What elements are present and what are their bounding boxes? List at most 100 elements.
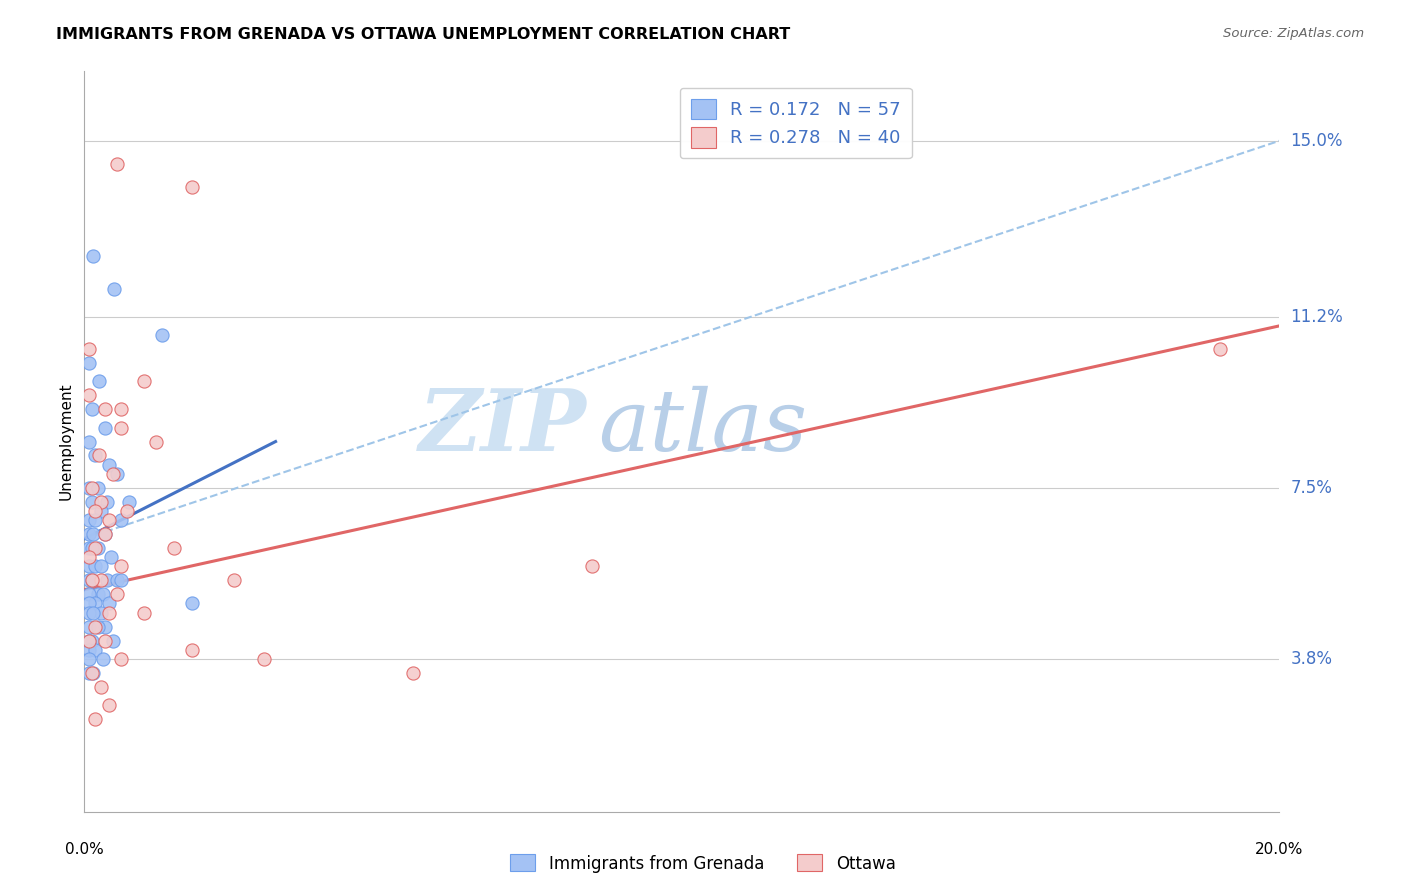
Point (90, 680, 112, 694)
Text: 20.0%: 20.0% (1256, 842, 1303, 857)
Text: IMMIGRANTS FROM GRENADA VS OTTAWA UNEMPLOYMENT CORRELATION CHART: IMMIGRANTS FROM GRENADA VS OTTAWA UNEMPL… (56, 27, 790, 42)
Point (80, 541, 103, 555)
Point (77, 434, 100, 449)
Point (84, 712, 107, 726)
Point (82, 606, 104, 620)
Point (94, 620, 117, 634)
Text: 15.0%: 15.0% (1291, 132, 1343, 150)
Point (77, 633, 100, 648)
Point (90, 574, 112, 588)
Text: 7.5%: 7.5% (1291, 479, 1333, 497)
Point (89, 449, 111, 463)
Point (77, 606, 100, 620)
Point (145, 434, 167, 449)
Point (181, 597, 204, 611)
Point (110, 652, 132, 666)
Point (110, 420, 132, 434)
Point (94, 402, 117, 417)
Point (86, 587, 108, 601)
Legend: R = 0.172   N = 57, R = 0.278   N = 40: R = 0.172 N = 57, R = 0.278 N = 40 (681, 87, 912, 159)
Point (94, 633, 117, 648)
Point (77, 597, 100, 611)
Point (98, 606, 121, 620)
Point (94, 527, 117, 541)
Point (132, 375, 156, 389)
Point (77, 388, 100, 402)
Point (98, 698, 121, 713)
Point (105, 587, 128, 601)
Point (77, 481, 100, 495)
Point (77, 550, 100, 565)
Point (77, 342, 100, 356)
Point (181, 180, 204, 194)
Point (86, 481, 108, 495)
Point (77, 587, 100, 601)
Point (90, 504, 112, 518)
Point (77, 513, 100, 527)
Point (105, 574, 128, 588)
Point (98, 513, 121, 527)
Point (93, 587, 115, 601)
Point (77, 665, 100, 680)
Point (96, 494, 118, 508)
Point (77, 642, 100, 657)
Point (80, 574, 103, 588)
Point (93, 652, 115, 666)
Point (181, 642, 204, 657)
Point (110, 574, 132, 588)
Point (101, 633, 124, 648)
Point (84, 541, 107, 555)
Point (77, 620, 100, 634)
Point (94, 420, 117, 434)
Point (105, 467, 128, 481)
Point (105, 157, 128, 171)
Point (80, 402, 103, 417)
Point (402, 665, 425, 680)
Point (90, 559, 112, 574)
Point (77, 574, 100, 588)
Point (117, 504, 139, 518)
Point (90, 494, 112, 508)
Point (77, 356, 100, 370)
Point (222, 574, 245, 588)
Point (77, 527, 100, 541)
Point (98, 458, 121, 472)
Point (1209, 342, 1232, 356)
Point (84, 620, 107, 634)
Point (80, 633, 103, 648)
Point (84, 513, 107, 527)
Point (84, 642, 107, 657)
Point (103, 282, 125, 296)
Point (110, 559, 132, 574)
Point (84, 449, 107, 463)
Point (77, 633, 100, 648)
Text: 0.0%: 0.0% (65, 842, 104, 857)
Point (80, 574, 103, 588)
Text: 11.2%: 11.2% (1291, 308, 1343, 326)
Point (90, 606, 112, 620)
Point (80, 481, 103, 495)
Point (86, 541, 108, 555)
Text: Source: ZipAtlas.com: Source: ZipAtlas.com (1223, 27, 1364, 40)
Text: ZIP: ZIP (419, 385, 586, 468)
Point (86, 620, 108, 634)
Point (84, 597, 107, 611)
Point (80, 494, 103, 508)
Point (82, 665, 104, 680)
Point (82, 250, 104, 264)
Point (96, 574, 118, 588)
Point (77, 541, 100, 555)
Point (77, 559, 100, 574)
Point (82, 527, 104, 541)
Text: 3.8%: 3.8% (1291, 650, 1333, 668)
Point (163, 541, 186, 555)
Point (89, 375, 111, 389)
Y-axis label: Unemployment: Unemployment (58, 383, 73, 500)
Point (100, 550, 122, 565)
Point (94, 527, 117, 541)
Point (110, 402, 132, 417)
Point (150, 328, 173, 343)
Text: atlas: atlas (599, 385, 807, 468)
Point (253, 652, 276, 666)
Point (101, 467, 124, 481)
